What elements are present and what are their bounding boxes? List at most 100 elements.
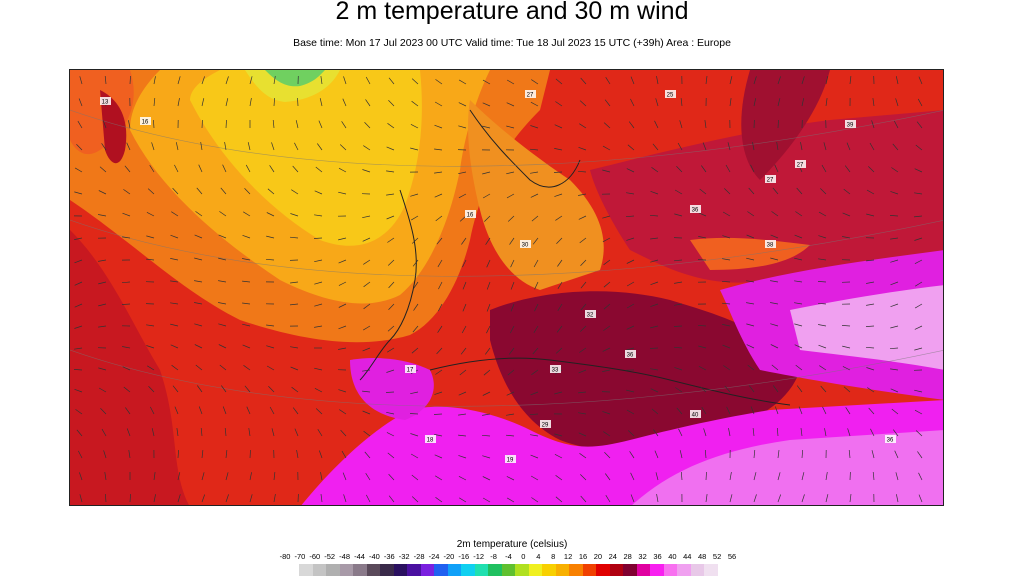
wind-arrow (674, 189, 683, 195)
wind-arrow (387, 123, 395, 129)
wind-arrow (673, 259, 683, 262)
wind-arrow (98, 387, 107, 393)
legend-swatch (623, 564, 637, 576)
legend-tick-label: -32 (398, 552, 410, 561)
wind-arrow (699, 386, 707, 393)
wind-arrow (314, 259, 323, 263)
wind-arrow (656, 494, 659, 503)
wind-arrow (315, 166, 323, 173)
wind-arrow (436, 347, 443, 355)
wind-arrow (387, 452, 395, 459)
wind-arrow (98, 259, 107, 262)
russia-dark-zone (741, 70, 830, 180)
legend-swatch (515, 564, 529, 576)
wind-arrow (777, 472, 781, 481)
wind-arrow (603, 259, 611, 266)
wind-arrow (801, 449, 804, 459)
wind-arrow (146, 324, 155, 327)
wind-arrow (506, 413, 515, 416)
temperature-map[interactable]: 13 16 27 16 30 32 33 36 36 38 27 25 29 18 17 40 19 27 39 36 (69, 69, 944, 506)
wind-arrow (363, 430, 371, 437)
wind-arrow (770, 257, 779, 261)
wind-arrow (436, 237, 443, 245)
wind-arrow (246, 406, 251, 415)
wind-arrow (435, 475, 443, 481)
wind-arrow (777, 119, 779, 129)
wind-arrow (458, 455, 467, 459)
wind-arrow (506, 125, 515, 129)
wind-arrow (410, 193, 419, 197)
wind-arrow (433, 413, 443, 415)
wind-arrow (314, 303, 323, 307)
wind-arrow (842, 366, 851, 371)
wind-arrow (218, 344, 227, 349)
wind-arrow (915, 430, 923, 437)
wind-arrow (153, 119, 155, 129)
wind-arrow (702, 142, 707, 151)
wind-arrow (269, 165, 275, 173)
legend-swatch (353, 564, 367, 576)
wind-arrow (650, 325, 659, 329)
station-label-box (550, 365, 561, 373)
wind-arrow (201, 494, 206, 503)
wind-arrow (729, 472, 732, 481)
station-label-box (845, 120, 856, 128)
wind-arrow (104, 75, 107, 85)
mediterranean-hot-zone (490, 291, 800, 450)
wind-arrow (698, 365, 707, 371)
wind-arrow (124, 165, 131, 173)
legend-tick-label: 32 (638, 552, 647, 561)
wind-arrow (578, 369, 587, 374)
wind-arrow (458, 391, 467, 396)
wind-arrow (434, 171, 443, 174)
wind-arrow (482, 476, 491, 481)
wind-arrow (388, 473, 395, 481)
wind-arrow (388, 100, 395, 107)
wind-arrow (458, 193, 467, 199)
wind-arrow (434, 193, 443, 198)
wind-arrow (579, 237, 587, 244)
wind-arrow (177, 472, 181, 481)
wind-arrow (486, 325, 491, 334)
wind-arrow (556, 325, 563, 333)
station-label: 16 (467, 213, 474, 219)
wind-arrow (703, 428, 707, 437)
wind-arrow (699, 188, 707, 195)
wind-arrow (435, 79, 443, 85)
wind-arrow (317, 429, 323, 437)
wind-arrow (364, 121, 371, 129)
wind-arrow (273, 494, 276, 503)
wind-arrow (821, 164, 827, 173)
wind-arrow (338, 237, 347, 241)
atlantic-warm-zone (70, 230, 190, 505)
wind-arrow (244, 187, 251, 195)
wind-arrow (74, 303, 83, 308)
wind-arrow (242, 323, 251, 327)
wind-arrow (128, 120, 131, 129)
wind-arrow (656, 76, 659, 85)
wind-arrow (200, 142, 203, 151)
wind-arrow (342, 472, 347, 481)
wind-arrow (626, 281, 635, 287)
wind-arrow (290, 213, 299, 217)
wind-arrow (629, 451, 635, 459)
wind-arrow (319, 98, 323, 107)
wind-arrow (602, 145, 611, 151)
wind-arrow (314, 190, 323, 195)
wind-arrow (242, 258, 251, 261)
wind-arrow (605, 495, 611, 503)
wind-arrow (890, 388, 899, 393)
wind-arrow (746, 280, 755, 283)
wind-arrow (195, 211, 203, 217)
wind-arrow (412, 325, 419, 333)
station-label-box (585, 310, 596, 318)
wind-arrow (655, 98, 659, 107)
legend-tick-label: 44 (683, 552, 692, 561)
wind-arrow (723, 365, 731, 371)
wind-arrow (267, 188, 275, 195)
wind-arrow (314, 214, 323, 217)
wind-arrow (387, 237, 395, 243)
wind-arrow (74, 237, 83, 240)
wind-arrow (122, 346, 131, 349)
wind-arrow (748, 187, 755, 195)
